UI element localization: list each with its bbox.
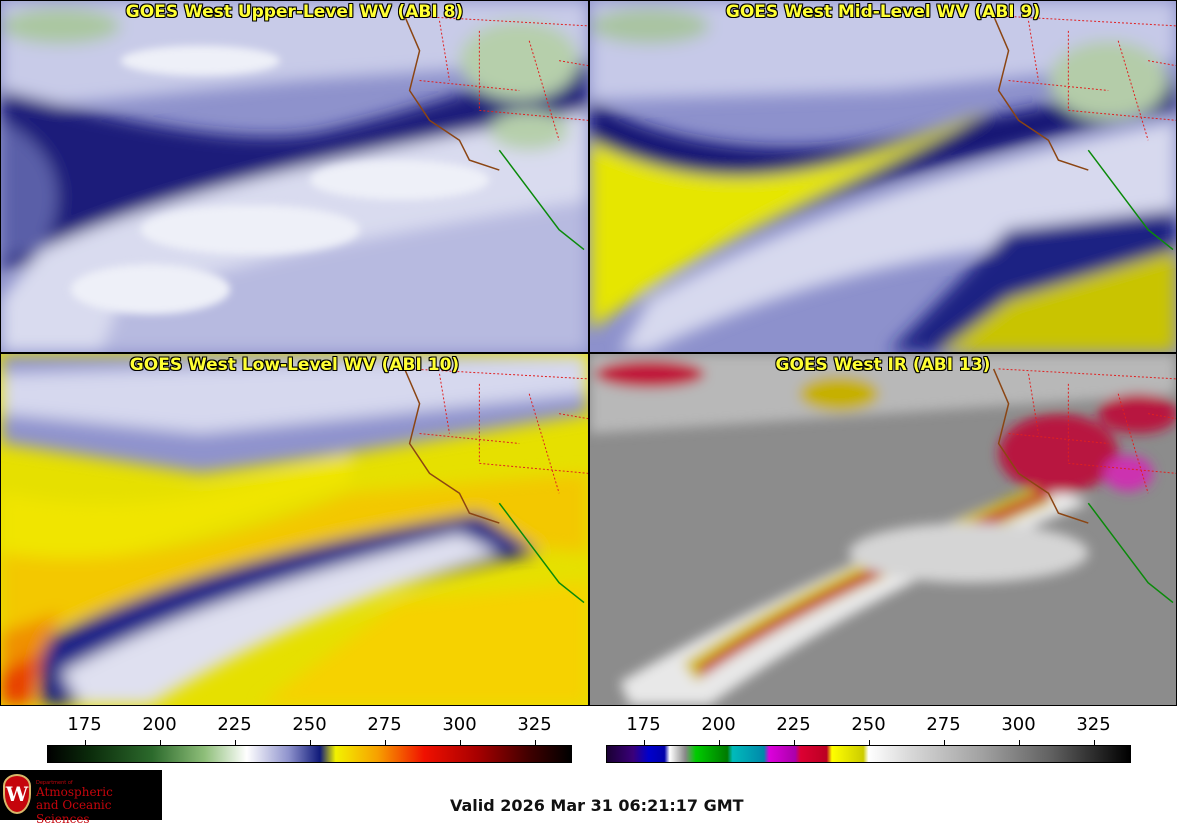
panel-title: GOES West Low-Level WV (ABI 10) xyxy=(129,355,460,375)
colorbar-tick-label: 175 xyxy=(626,714,661,735)
colorbar-tick-mark xyxy=(943,740,945,746)
low-level-wv-image xyxy=(1,354,588,705)
colorbar-tick-mark xyxy=(159,740,161,746)
colorbar-tick-mark xyxy=(643,740,645,746)
ir-colorbar: 175 200 225 250 275 300 325 xyxy=(606,712,1131,767)
valid-time: Valid 2026 Mar 31 06:21:17 GMT xyxy=(450,796,744,815)
colorbar-tick-mark xyxy=(534,740,536,746)
ir-panel: GOES West IR (ABI 13) xyxy=(589,353,1177,706)
colorbar-tick-label: 175 xyxy=(67,714,102,735)
logo-line2: and Oceanic Sciences xyxy=(36,798,112,826)
colorbar-tick-mark xyxy=(309,740,311,746)
colorbar-tick-label: 325 xyxy=(1076,714,1111,735)
colorbar-tick-label: 225 xyxy=(217,714,252,735)
logo-dept: Department of xyxy=(36,780,73,786)
wv-colorbar: 175 200 225 250 275 300 325 xyxy=(47,712,572,767)
colorbar-tick-label: 275 xyxy=(926,714,961,735)
colorbar-tick-mark xyxy=(84,740,86,746)
colorbar-tick-label: 275 xyxy=(367,714,402,735)
colorbar-tick-label: 200 xyxy=(701,714,736,735)
wv-colorbar-ticks: 175 200 225 250 275 300 325 xyxy=(47,712,572,736)
panel-title: GOES West IR (ABI 13) xyxy=(775,355,991,375)
panel-title: GOES West Mid-Level WV (ABI 9) xyxy=(725,2,1041,22)
colorbar-tick-mark xyxy=(1018,740,1020,746)
colorbar-tick-mark xyxy=(718,740,720,746)
mid-level-wv-image xyxy=(590,1,1176,352)
upper-level-wv-image xyxy=(1,1,588,352)
uw-seal-icon: W xyxy=(3,774,31,814)
wv-colorbar-gradient xyxy=(47,745,572,763)
colorbar-tick-label: 325 xyxy=(517,714,552,735)
logo-line1: Atmospheric xyxy=(36,785,113,799)
colorbar-tick-label: 200 xyxy=(142,714,177,735)
colorbar-tick-mark xyxy=(868,740,870,746)
ir-image xyxy=(590,354,1176,705)
colorbar-tick-label: 250 xyxy=(851,714,886,735)
colorbar-tick-label: 250 xyxy=(292,714,327,735)
colorbar-tick-mark xyxy=(384,740,386,746)
low-level-wv-panel: GOES West Low-Level WV (ABI 10) xyxy=(0,353,589,706)
colorbar-tick-mark xyxy=(234,740,236,746)
colorbar-tick-mark xyxy=(1093,740,1095,746)
uw-aos-logo: W Department of Atmospheric and Oceanic … xyxy=(0,770,162,826)
colorbar-tick-label: 225 xyxy=(776,714,811,735)
colorbar-tick-label: 300 xyxy=(442,714,477,735)
colorbar-tick-label: 300 xyxy=(1001,714,1036,735)
ir-colorbar-ticks: 175 200 225 250 275 300 325 xyxy=(606,712,1131,736)
mid-level-wv-panel: GOES West Mid-Level WV (ABI 9) xyxy=(589,0,1177,353)
ir-colorbar-gradient xyxy=(606,745,1131,763)
colorbar-tick-mark xyxy=(793,740,795,746)
colorbar-tick-mark xyxy=(459,740,461,746)
upper-level-wv-panel: GOES West Upper-Level WV (ABI 8) xyxy=(0,0,589,353)
panel-title: GOES West Upper-Level WV (ABI 8) xyxy=(125,2,464,22)
